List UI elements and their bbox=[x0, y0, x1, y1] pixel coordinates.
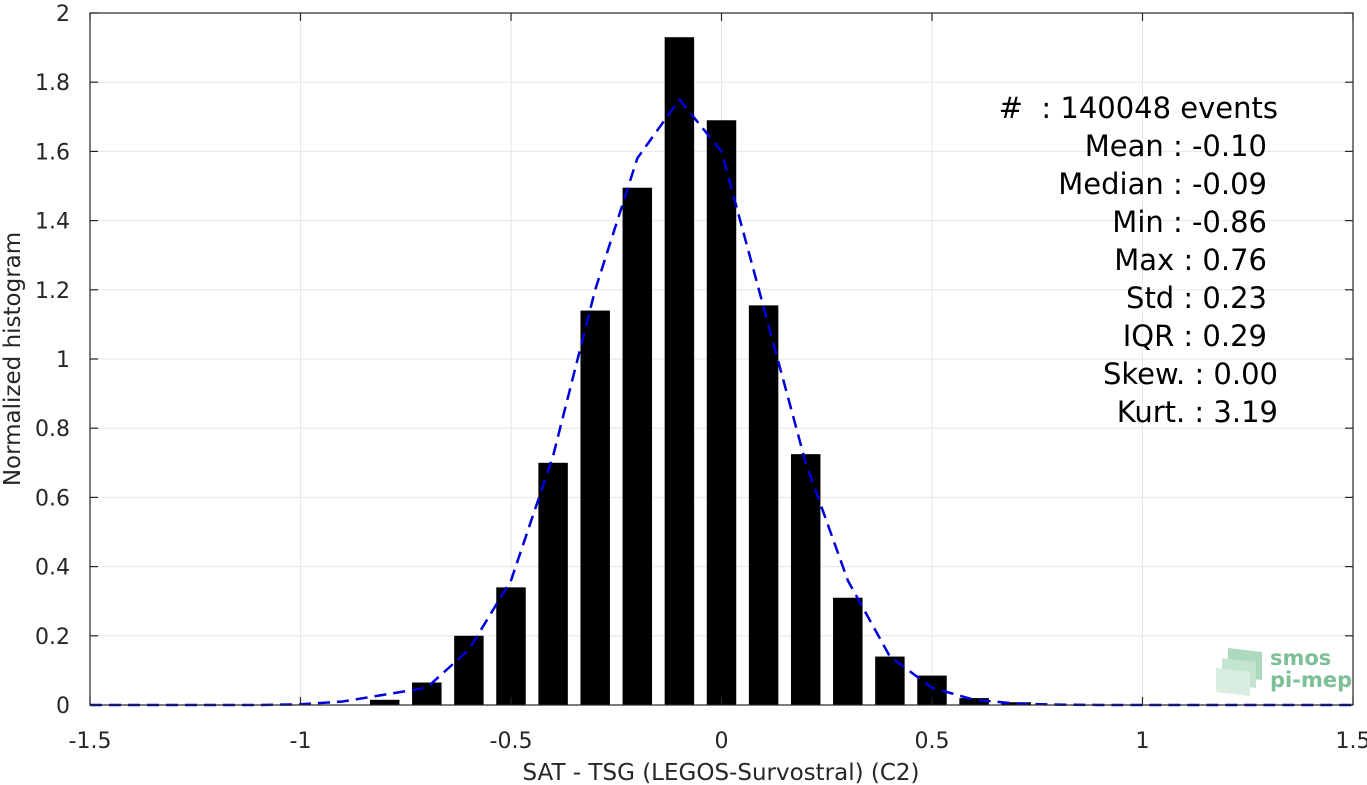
stat-std: Std : 0.23 bbox=[1126, 281, 1267, 315]
stat-max: Max : 0.76 bbox=[1114, 243, 1267, 277]
y-tick-label: 0.6 bbox=[35, 486, 70, 511]
stat-iqr: IQR : 0.29 bbox=[1123, 319, 1267, 353]
logo-icon bbox=[1216, 648, 1262, 696]
histogram-bars bbox=[369, 37, 1031, 706]
histogram-bar bbox=[538, 462, 568, 705]
histogram-bar bbox=[454, 635, 484, 705]
histogram-bar bbox=[580, 310, 610, 705]
y-tick-label: 2 bbox=[56, 2, 70, 27]
x-axis-ticks: -1.5 -1 -0.5 0 0.5 1 1.5 bbox=[69, 13, 1367, 754]
histogram-bar bbox=[833, 597, 863, 705]
histogram-bar bbox=[748, 305, 779, 705]
stat-skew: Skew. : 0.00 bbox=[1103, 357, 1278, 391]
histogram-bar bbox=[706, 120, 737, 705]
histogram-bar bbox=[1001, 702, 1031, 705]
x-tick-label: 0 bbox=[715, 729, 729, 754]
y-tick-label: 0.2 bbox=[35, 625, 70, 650]
y-tick-label: 0.4 bbox=[35, 556, 70, 581]
histogram-bar bbox=[664, 37, 695, 706]
y-tick-label: 1.4 bbox=[35, 210, 70, 235]
y-tick-label: 1 bbox=[56, 348, 70, 373]
histogram-bar bbox=[622, 187, 653, 706]
logo-line2: pi-mep bbox=[1270, 668, 1352, 692]
y-tick-label: 1.8 bbox=[35, 71, 70, 96]
smos-pimep-logo: smos pi-mep bbox=[1216, 646, 1352, 696]
histogram-bar bbox=[959, 698, 989, 705]
x-tick-label: 1.5 bbox=[1336, 729, 1367, 754]
stat-mean: Mean : -0.10 bbox=[1085, 129, 1267, 163]
statistics-box: # : 140048 events Mean : -0.10 Median : … bbox=[999, 91, 1278, 429]
y-tick-label: 0 bbox=[56, 694, 70, 719]
y-axis-label: Normalized histogram bbox=[0, 232, 26, 486]
histogram-bar bbox=[496, 587, 526, 705]
x-tick-label: -0.5 bbox=[490, 729, 533, 754]
x-tick-label: 1 bbox=[1136, 729, 1150, 754]
stat-kurt: Kurt. : 3.19 bbox=[1117, 395, 1278, 429]
x-tick-label: -1.5 bbox=[69, 729, 112, 754]
stat-min: Min : -0.86 bbox=[1112, 205, 1267, 239]
histogram-bar bbox=[412, 682, 442, 705]
y-tick-label: 0.8 bbox=[35, 417, 70, 442]
y-tick-label: 1.2 bbox=[35, 279, 70, 304]
stat-median: Median : -0.09 bbox=[1058, 167, 1267, 201]
x-tick-label: 0.5 bbox=[915, 729, 950, 754]
histogram-bar bbox=[790, 454, 821, 705]
y-tick-label: 1.6 bbox=[35, 140, 70, 165]
y-axis-ticks: 0 0.2 0.4 0.6 0.8 1 1.2 1.4 1.6 1.8 2 bbox=[35, 2, 1353, 719]
x-tick-label: -1 bbox=[290, 729, 312, 754]
stat-events: # : 140048 events bbox=[999, 91, 1278, 125]
x-axis-label: SAT - TSG (LEGOS-Survostral) (C2) bbox=[522, 760, 919, 785]
logo-line1: smos bbox=[1270, 646, 1331, 670]
histogram-bar bbox=[369, 699, 400, 705]
